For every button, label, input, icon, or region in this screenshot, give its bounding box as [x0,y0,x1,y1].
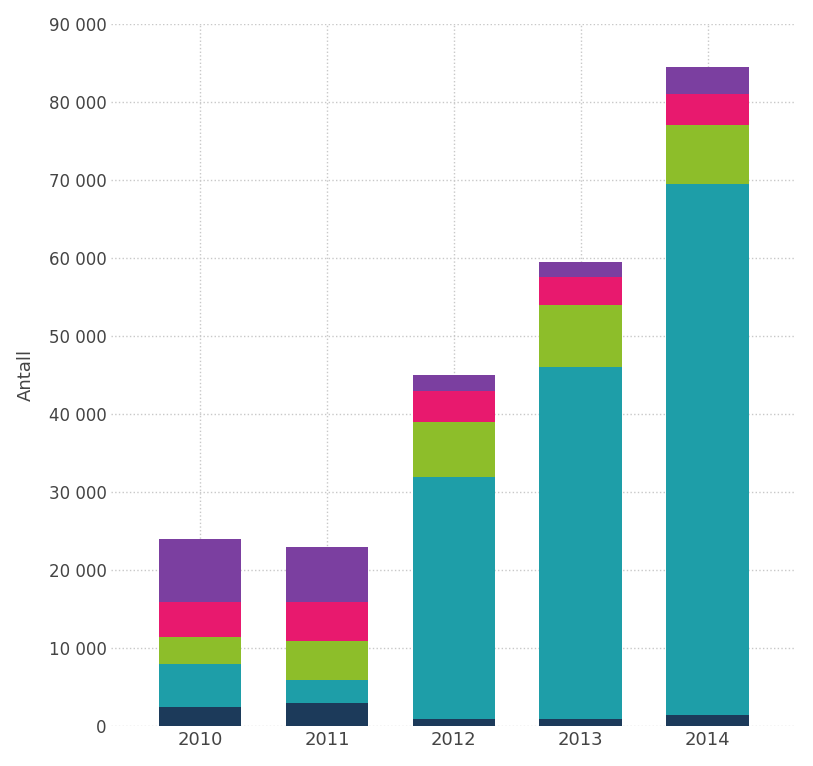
Y-axis label: Antall: Antall [17,349,35,401]
Bar [667,67,749,94]
Bar [540,277,622,305]
Bar [285,703,368,726]
Bar [159,601,241,637]
Bar [540,719,622,726]
Bar [412,476,495,719]
Bar [159,664,241,707]
Bar [540,262,622,277]
Bar [285,679,368,703]
Bar [412,391,495,422]
Bar [412,422,495,476]
Bar [285,547,368,601]
Bar [285,640,368,679]
Bar [412,375,495,391]
Bar [159,637,241,664]
Bar [159,539,241,601]
Bar [412,719,495,726]
Bar [285,601,368,640]
Bar [667,125,749,184]
Bar [667,94,749,125]
Bar [540,367,622,719]
Bar [667,715,749,726]
Bar [540,305,622,367]
Bar [159,707,241,726]
Bar [667,184,749,715]
